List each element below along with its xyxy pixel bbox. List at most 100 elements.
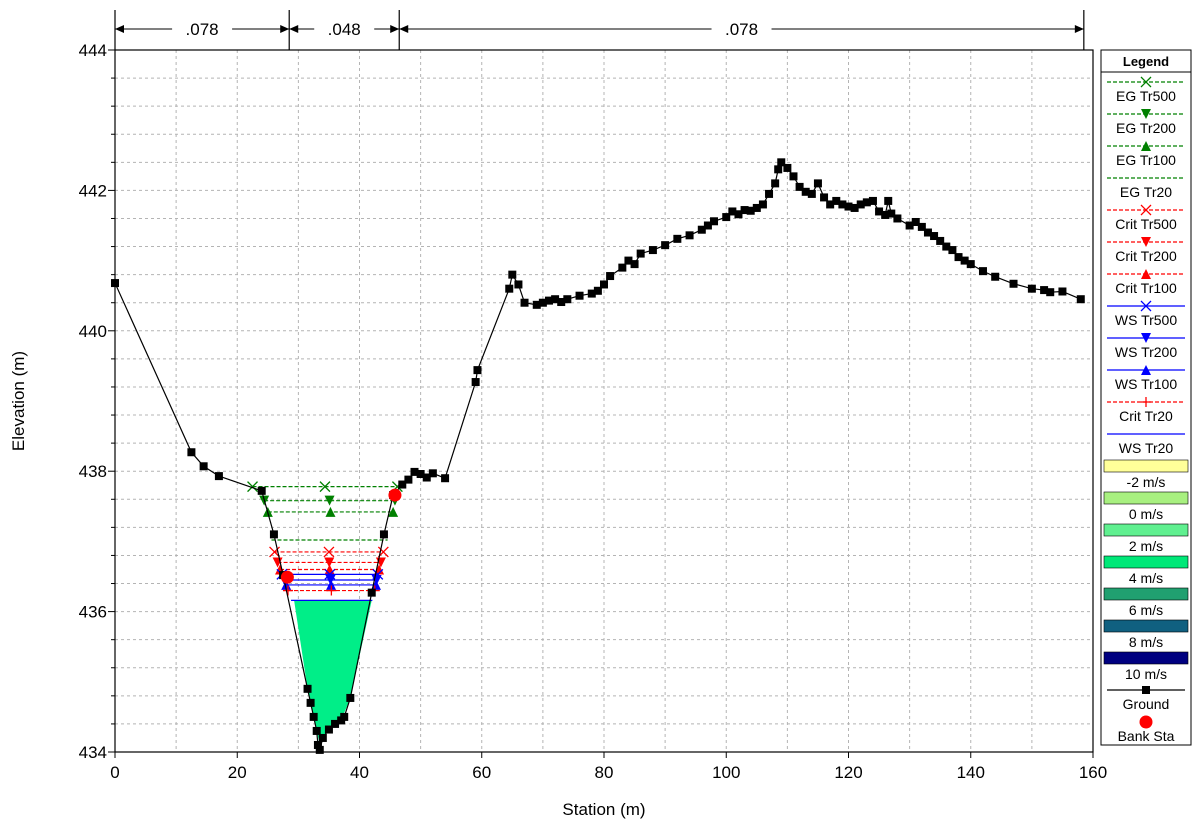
ground-point — [740, 206, 749, 215]
ground-profile — [111, 158, 1085, 754]
water-level-marker — [324, 495, 335, 506]
ground-point — [948, 246, 957, 255]
ground-point — [551, 295, 560, 304]
ground-point — [1027, 284, 1036, 293]
ground-point — [758, 200, 767, 209]
ground-point — [404, 475, 413, 484]
ground-point — [991, 272, 1000, 281]
ground-point — [820, 193, 829, 202]
ground-point — [1046, 288, 1055, 297]
ground-point — [306, 698, 315, 707]
ground-point — [673, 234, 682, 243]
legend-label: WS Tr200 — [1115, 344, 1177, 360]
ground-point — [313, 740, 322, 749]
ground-point — [324, 725, 333, 734]
n-value-arrowhead — [399, 25, 409, 33]
ground-point — [832, 196, 841, 205]
ground-point — [893, 214, 902, 223]
legend-label: WS Tr500 — [1115, 312, 1177, 328]
ground-point — [1076, 295, 1085, 304]
ground-point — [826, 200, 835, 209]
ground-point — [214, 472, 223, 481]
grid — [115, 50, 1093, 752]
ground-point — [728, 207, 737, 216]
ground-point — [630, 260, 639, 269]
legend-marker — [1140, 204, 1152, 216]
water-level-marker — [325, 506, 336, 517]
legend-label: Crit Tr100 — [1115, 280, 1177, 296]
legend-label: Crit Tr200 — [1115, 248, 1177, 264]
ground-point — [774, 165, 783, 174]
legend-marker — [1141, 237, 1151, 247]
x-tick-label: 60 — [472, 763, 491, 782]
ground-point — [942, 242, 951, 251]
ground-point — [703, 221, 712, 230]
ground-point — [346, 693, 355, 702]
ground-point — [905, 221, 914, 230]
ground-point — [587, 289, 596, 298]
ground-point — [685, 231, 694, 240]
x-tick-label: 40 — [350, 763, 369, 782]
water-level-marker — [326, 585, 337, 596]
ground-point — [257, 486, 266, 495]
ground-point — [697, 225, 706, 234]
ground-point — [428, 469, 437, 478]
water-level-marker — [281, 579, 292, 590]
x-tick-label: 80 — [595, 763, 614, 782]
n-value-label: .048 — [328, 20, 361, 39]
n-value-arrowhead — [115, 25, 124, 33]
ground-point — [416, 470, 425, 479]
ground-point — [508, 270, 517, 279]
ground-point — [379, 530, 388, 539]
manning-n-values: .078 .048 .078 — [114, 10, 1085, 50]
ground-point — [636, 249, 645, 258]
ground-point — [1058, 287, 1067, 296]
legend-label: 2 m/s — [1129, 538, 1163, 554]
ground-point — [340, 712, 349, 721]
legend-marker — [1141, 365, 1151, 375]
legend-marker — [1141, 333, 1151, 343]
n-value-label: .078 — [186, 20, 219, 39]
ground-point — [315, 745, 324, 754]
x-tick-label: 20 — [228, 763, 247, 782]
ground-point — [661, 241, 670, 250]
legend-label: 8 m/s — [1129, 634, 1163, 650]
ground-point — [422, 473, 431, 482]
legend-label: 0 m/s — [1129, 506, 1163, 522]
x-tick-label: 100 — [712, 763, 740, 782]
n-value-arrowhead — [1074, 25, 1084, 33]
water-level-marker — [325, 575, 336, 586]
velocity-fill-polygon — [294, 600, 372, 745]
x-tick-label: 120 — [834, 763, 862, 782]
legend-marker — [1142, 686, 1150, 694]
ground-point — [838, 200, 847, 209]
legend-swatch — [1103, 587, 1189, 601]
legend-label: Crit Tr500 — [1115, 216, 1177, 232]
ground-point — [881, 210, 890, 219]
legend-marker — [1141, 269, 1151, 279]
ground-point — [471, 378, 480, 387]
ground-point — [930, 232, 939, 241]
legend-swatch — [1103, 523, 1189, 537]
legend-marker — [1139, 715, 1153, 729]
legend-label: EG Tr500 — [1116, 88, 1176, 104]
legend-label: EG Tr100 — [1116, 152, 1176, 168]
water-level-marker — [282, 585, 293, 596]
ground-point — [505, 284, 514, 293]
x-tick-label: 140 — [957, 763, 985, 782]
ground-point — [600, 280, 608, 289]
ground-point — [868, 196, 877, 205]
ground-point — [593, 286, 602, 295]
x-tick-label: 0 — [110, 763, 119, 782]
ground-point — [765, 189, 774, 198]
legend-label: 10 m/s — [1125, 666, 1167, 682]
legend-title: Legend — [1123, 54, 1169, 69]
legend: Legend EG Tr500 EG Tr200 EG Tr100 EG Tr20 Cr… — [1100, 49, 1192, 746]
ground-point — [303, 684, 312, 693]
ground-point — [473, 366, 482, 375]
legend-label: EG Tr200 — [1116, 120, 1176, 136]
legend-marker — [1141, 397, 1151, 407]
ground-point — [557, 298, 566, 307]
legend-label: Bank Sta — [1118, 728, 1175, 744]
ground-point — [862, 198, 871, 207]
